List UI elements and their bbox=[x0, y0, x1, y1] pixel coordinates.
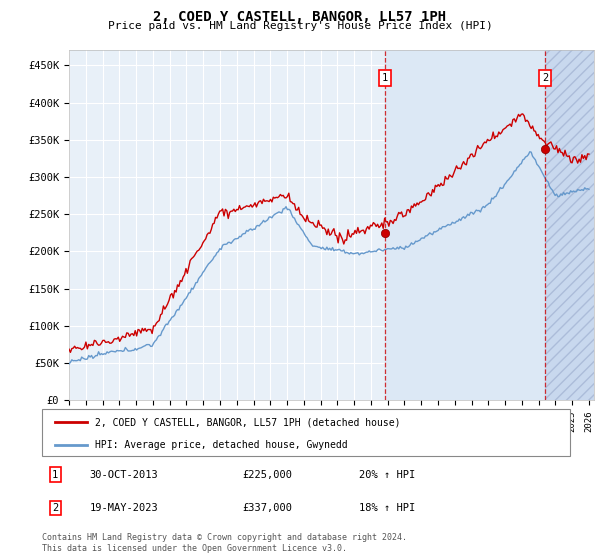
Text: 19-MAY-2023: 19-MAY-2023 bbox=[89, 503, 158, 513]
Text: Contains HM Land Registry data © Crown copyright and database right 2024.
This d: Contains HM Land Registry data © Crown c… bbox=[42, 533, 407, 553]
Text: £337,000: £337,000 bbox=[242, 503, 293, 513]
Text: 2: 2 bbox=[52, 503, 58, 513]
FancyBboxPatch shape bbox=[42, 409, 570, 456]
Text: 2: 2 bbox=[542, 73, 548, 83]
Text: 20% ↑ HPI: 20% ↑ HPI bbox=[359, 470, 415, 479]
Text: £225,000: £225,000 bbox=[242, 470, 293, 479]
Text: HPI: Average price, detached house, Gwynedd: HPI: Average price, detached house, Gwyn… bbox=[95, 440, 347, 450]
Text: 30-OCT-2013: 30-OCT-2013 bbox=[89, 470, 158, 479]
Bar bbox=[545, 50, 594, 400]
Text: 2, COED Y CASTELL, BANGOR, LL57 1PH (detached house): 2, COED Y CASTELL, BANGOR, LL57 1PH (det… bbox=[95, 417, 400, 427]
Bar bbox=[385, 50, 545, 400]
Text: 1: 1 bbox=[52, 470, 58, 479]
Text: 2, COED Y CASTELL, BANGOR, LL57 1PH: 2, COED Y CASTELL, BANGOR, LL57 1PH bbox=[154, 10, 446, 24]
Bar bbox=[545, 50, 594, 400]
Text: 18% ↑ HPI: 18% ↑ HPI bbox=[359, 503, 415, 513]
Text: 1: 1 bbox=[382, 73, 388, 83]
Text: Price paid vs. HM Land Registry's House Price Index (HPI): Price paid vs. HM Land Registry's House … bbox=[107, 21, 493, 31]
